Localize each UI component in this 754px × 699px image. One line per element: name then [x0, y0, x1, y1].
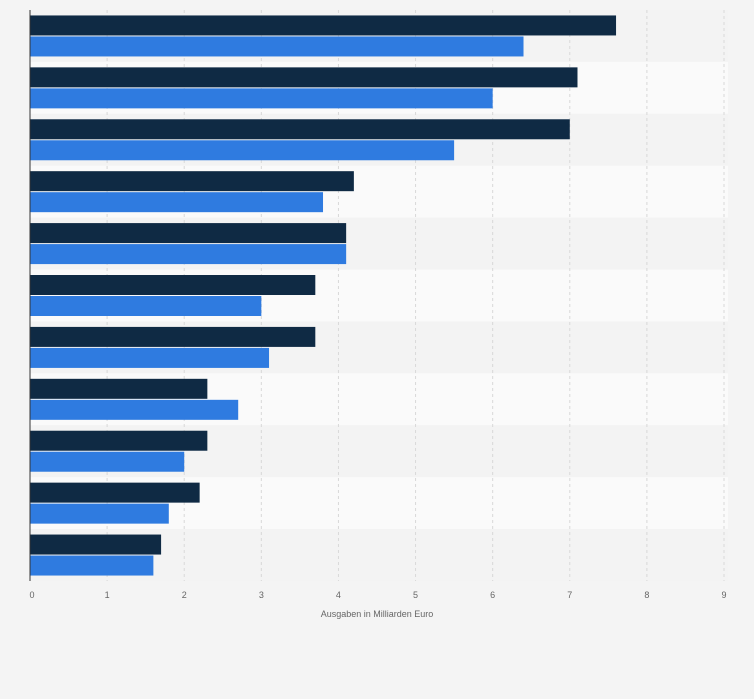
- bar: [30, 223, 347, 244]
- bar: [30, 482, 200, 503]
- bar: [30, 36, 524, 57]
- x-tick-label: 5: [413, 590, 418, 600]
- x-tick-label: 4: [336, 590, 341, 600]
- bar: [30, 244, 347, 265]
- bar: [30, 503, 169, 524]
- bar: [30, 378, 208, 399]
- bar: [30, 67, 578, 88]
- bar: [30, 88, 493, 109]
- x-tick-label: 8: [644, 590, 649, 600]
- bars: [30, 15, 617, 576]
- x-tick-label: 0: [29, 590, 34, 600]
- bar: [30, 140, 455, 161]
- x-axis-title: Ausgaben in Milliarden Euro: [321, 609, 434, 619]
- bar: [30, 275, 316, 295]
- bar: [30, 399, 239, 420]
- bar: [30, 555, 154, 576]
- bar: [30, 296, 262, 316]
- bar: [30, 15, 617, 36]
- x-tick-label: 9: [721, 590, 726, 600]
- x-tick-labels: 0 1 2 3 4 5 6 7 8 9: [29, 590, 726, 600]
- x-tick-label: 2: [182, 590, 187, 600]
- bar: [30, 119, 570, 140]
- bar: [30, 171, 354, 192]
- bar: [30, 430, 208, 451]
- bar: [30, 451, 185, 472]
- plot-bands: [30, 10, 728, 581]
- bar: [30, 534, 162, 555]
- x-tick-label: 3: [259, 590, 264, 600]
- x-tick-label: 7: [567, 590, 572, 600]
- bar: [30, 192, 324, 213]
- x-tick-label: 6: [490, 590, 495, 600]
- x-tick-label: 1: [105, 590, 110, 600]
- bar: [30, 347, 270, 368]
- bar: [30, 326, 316, 347]
